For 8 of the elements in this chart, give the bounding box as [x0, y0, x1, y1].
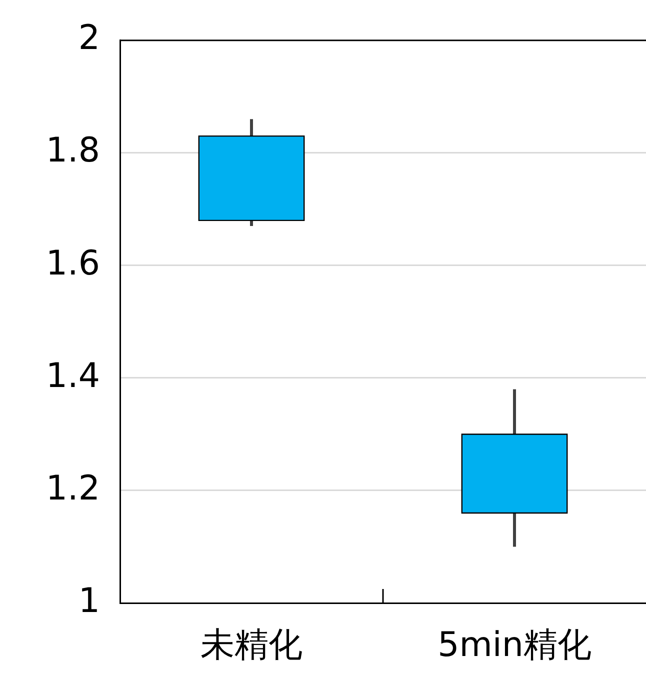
- y-tick-label: 1.8: [46, 130, 100, 171]
- y-tick-label: 1.2: [46, 468, 100, 508]
- x-tick-label: 未精化: [200, 625, 302, 666]
- y-tick-label: 2: [78, 18, 100, 58]
- y-tick-label: 1.4: [46, 356, 100, 396]
- y-tick-label: 1.6: [46, 243, 100, 284]
- y-tick-label: 1: [78, 580, 100, 621]
- x-tick-label: 5min精化: [438, 625, 592, 666]
